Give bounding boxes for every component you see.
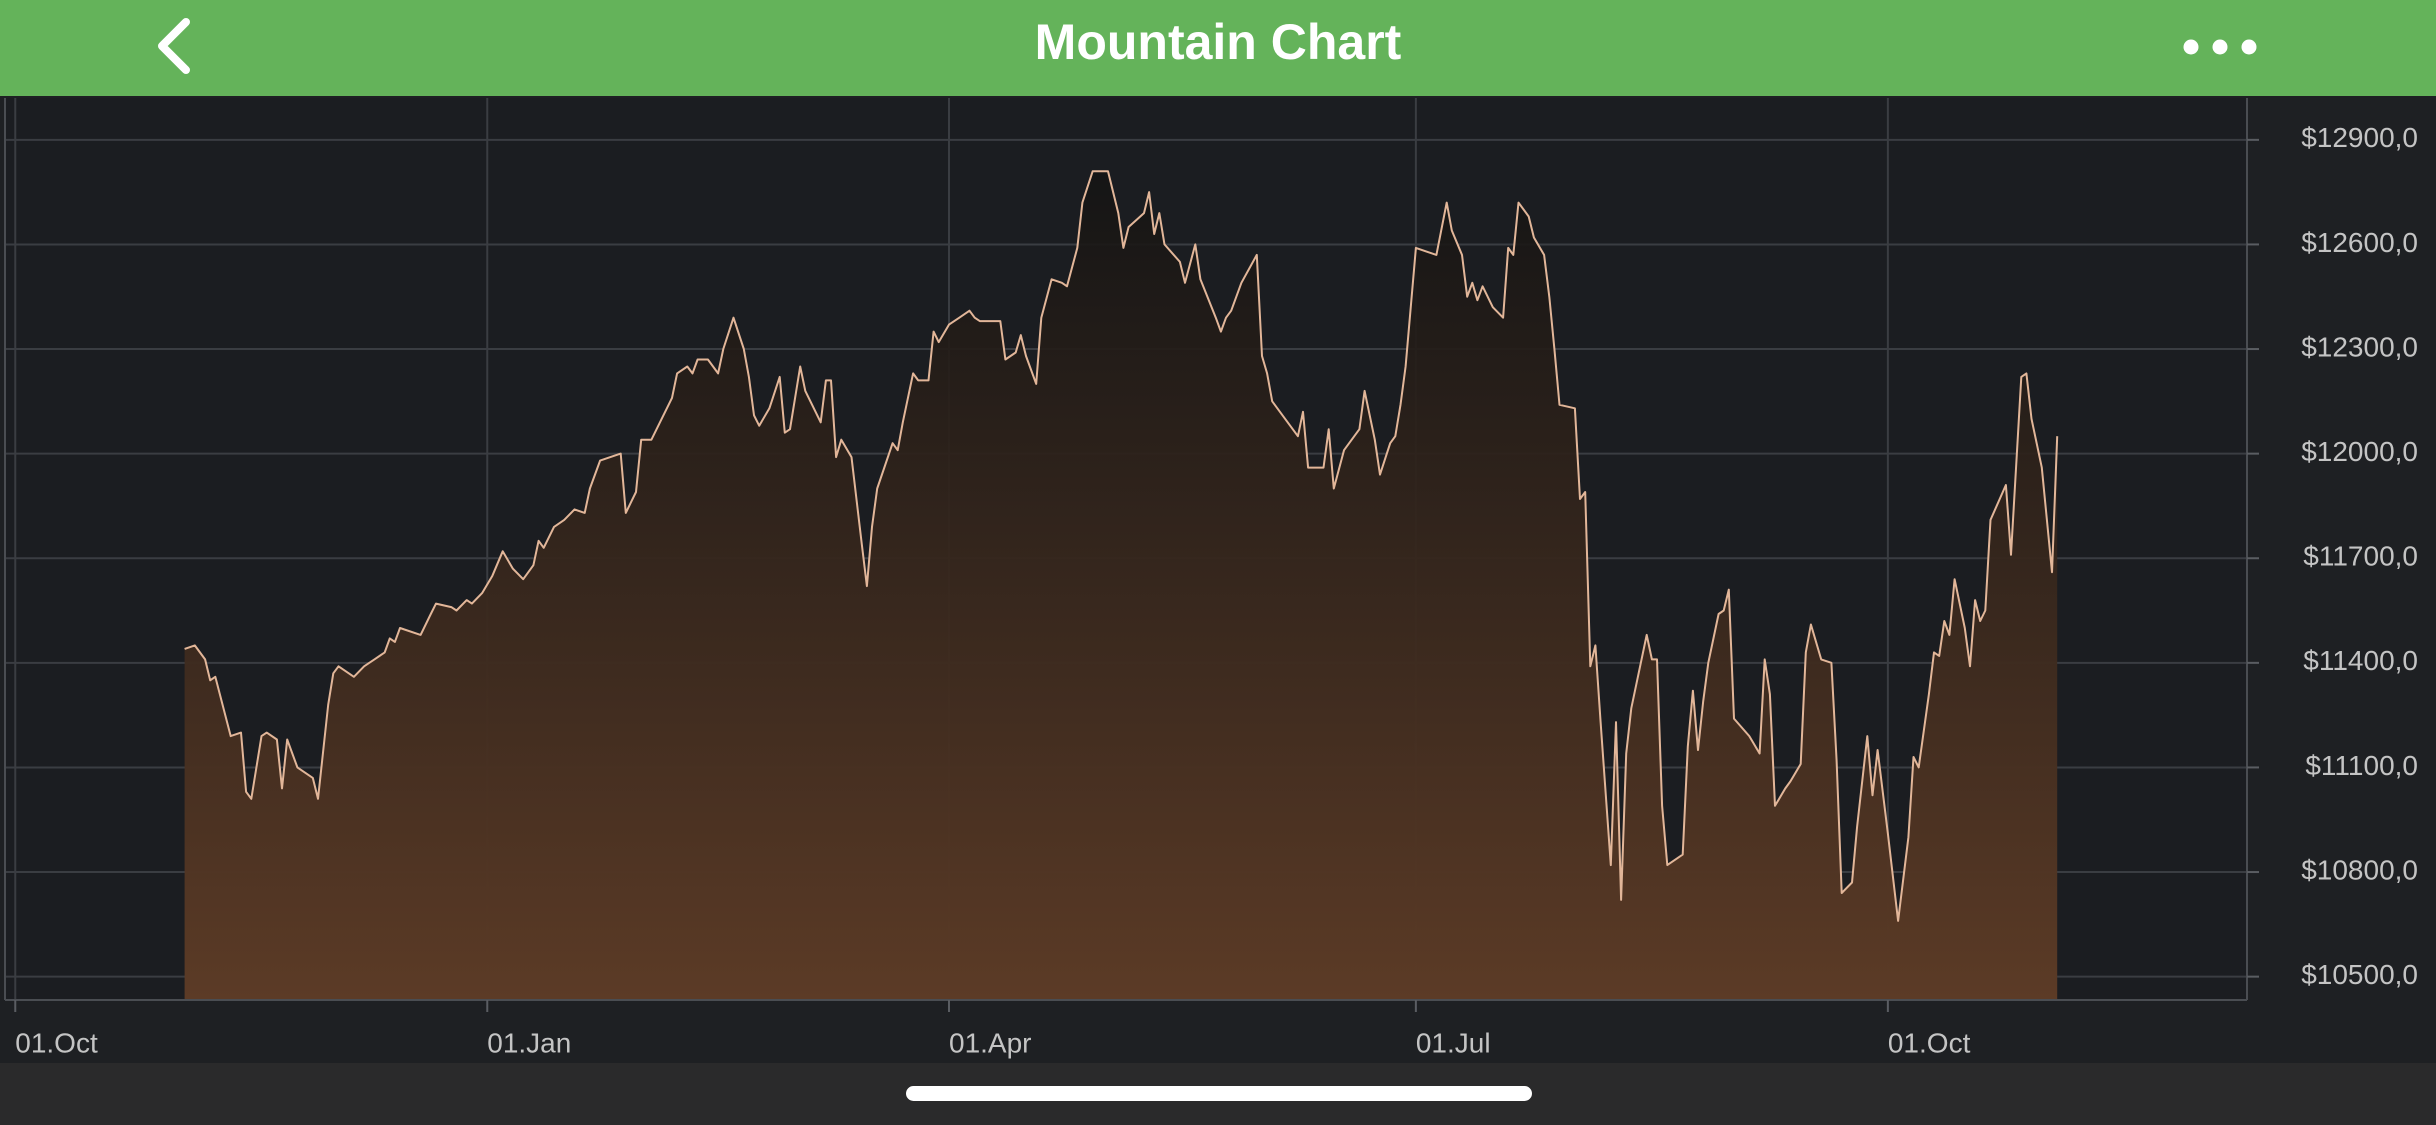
area-fill (184, 171, 2058, 1000)
dot (2212, 39, 2228, 55)
dot (2241, 39, 2257, 55)
y-tick-label: $11700,0 (2303, 541, 2418, 572)
x-tick-label: 01.Oct (15, 1027, 98, 1058)
y-tick-label: $12900,0 (2301, 122, 2418, 153)
x-tick-label: 01.Jul (1416, 1027, 1491, 1058)
home-indicator (906, 1086, 1532, 1101)
y-tick-label: $11400,0 (2303, 645, 2418, 676)
x-tick-label: 01.Apr (949, 1027, 1032, 1058)
y-tick-label: $12000,0 (2301, 436, 2418, 467)
y-tick-label: $12300,0 (2301, 331, 2418, 362)
nav-bar (0, 0, 2436, 96)
series (184, 170, 2059, 1000)
x-tick-label: 01.Jan (487, 1027, 571, 1058)
x-tick-label: 01.Oct (1888, 1027, 1971, 1058)
y-tick-label: $10800,0 (2301, 854, 2418, 885)
axis-labels: $10500,0 $10800,0 $11100,0 $11400,0 $11700,0… (14, 122, 2418, 1058)
y-tick-label: $11100,0 (2305, 750, 2418, 781)
dot (2183, 39, 2199, 55)
back-button[interactable] (158, 18, 190, 74)
more-button[interactable] (2183, 39, 2257, 55)
mountain-line (184, 170, 2059, 922)
nav-title: Mountain Chart (1035, 14, 1402, 70)
y-tick-label: $10500,0 (2301, 959, 2418, 990)
y-tick-label: $12600,0 (2301, 227, 2418, 258)
